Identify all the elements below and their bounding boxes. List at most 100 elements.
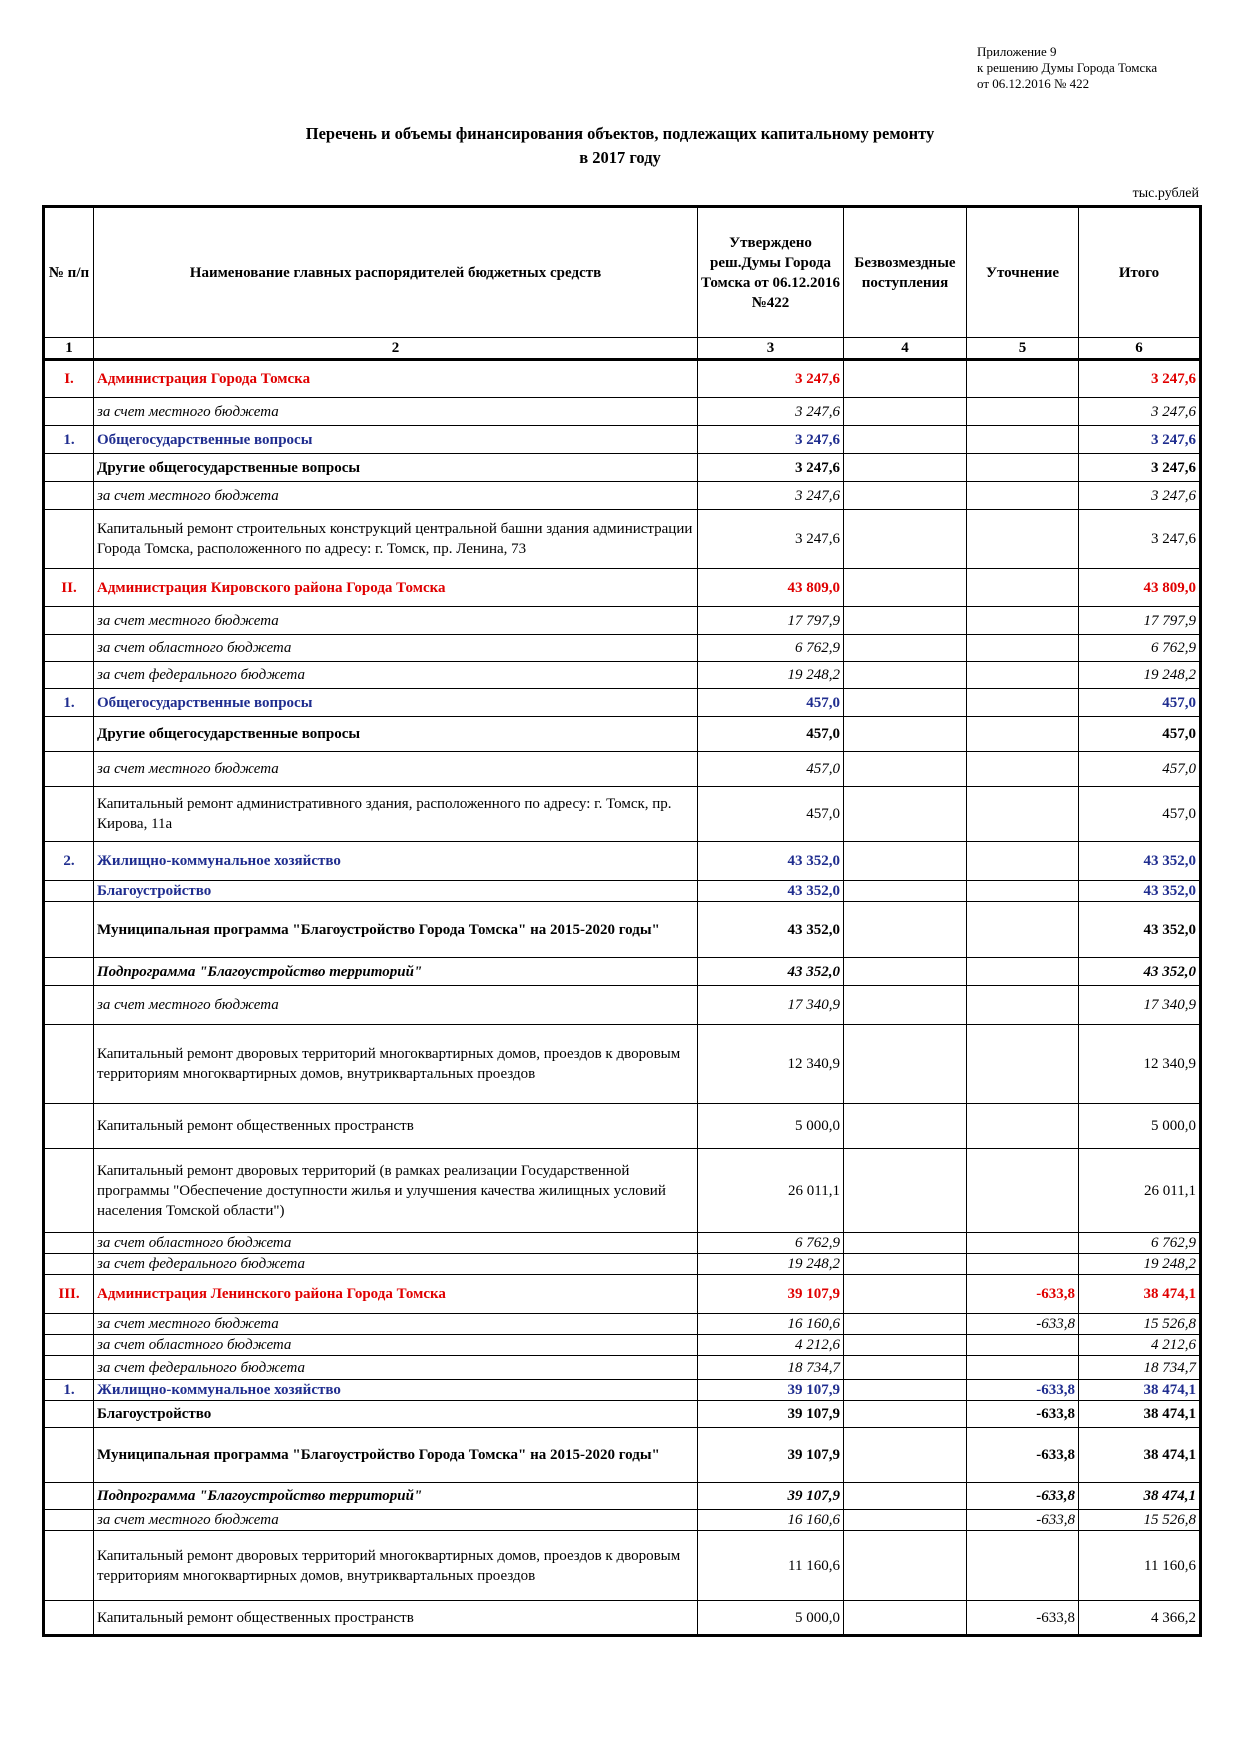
adjustment-value xyxy=(966,425,1079,454)
free-receipts-value xyxy=(843,1274,967,1314)
adjustment-value xyxy=(966,1355,1079,1380)
table-row: за счет областного бюджета 4 212,6 4 212,6 xyxy=(42,1334,1202,1356)
free-receipts-value xyxy=(843,1232,967,1254)
free-receipts-value xyxy=(843,1600,967,1637)
free-receipts-value xyxy=(843,481,967,510)
adjustment-value xyxy=(966,716,1079,752)
free-receipts-value xyxy=(843,1400,967,1428)
free-receipts-value xyxy=(843,359,967,398)
row-number xyxy=(42,634,94,662)
total-value: 6 762,9 xyxy=(1078,1232,1202,1254)
table-row: 1. Жилищно-коммунальное хозяйство 39 107,9… xyxy=(42,1379,1202,1401)
total-value: 17 340,9 xyxy=(1078,985,1202,1025)
row-number xyxy=(42,1103,94,1149)
row-name: за счет федерального бюджета xyxy=(93,661,698,689)
total-value: 19 248,2 xyxy=(1078,661,1202,689)
header-name: Наименование главных распорядителей бюдж… xyxy=(93,205,698,338)
free-receipts-value xyxy=(843,841,967,881)
row-name: Капитальный ремонт дворовых территорий м… xyxy=(93,1024,698,1104)
colnum-cell: 4 xyxy=(843,337,967,361)
table-row: Муниципальная программа "Благоустройство… xyxy=(42,901,1202,958)
table-row: за счет местного бюджета 3 247,6 3 247,6 xyxy=(42,397,1202,426)
row-name: Капитальный ремонт дворовых территорий (… xyxy=(93,1148,698,1233)
approved-value: 17 797,9 xyxy=(697,606,844,635)
approved-value: 4 212,6 xyxy=(697,1334,844,1356)
approved-value: 39 107,9 xyxy=(697,1400,844,1428)
appendix-line: к решению Думы Города Томска xyxy=(977,60,1158,75)
adjustment-value: -633,8 xyxy=(966,1400,1079,1428)
free-receipts-value xyxy=(843,425,967,454)
approved-value: 12 340,9 xyxy=(697,1024,844,1104)
row-name: за счет областного бюджета xyxy=(93,634,698,662)
total-value: 11 160,6 xyxy=(1078,1530,1202,1601)
adjustment-value xyxy=(966,509,1079,569)
total-value: 19 248,2 xyxy=(1078,1253,1202,1275)
row-name: за счет местного бюджета xyxy=(93,606,698,635)
approved-value: 43 352,0 xyxy=(697,880,844,902)
table-row: Капитальный ремонт общественных простран… xyxy=(42,1103,1202,1149)
row-name: Администрация Кировского района Города Т… xyxy=(93,568,698,607)
approved-value: 18 734,7 xyxy=(697,1355,844,1380)
total-value: 4 212,6 xyxy=(1078,1334,1202,1356)
total-value: 38 474,1 xyxy=(1078,1400,1202,1428)
adjustment-value: -633,8 xyxy=(966,1427,1079,1483)
total-value: 38 474,1 xyxy=(1078,1427,1202,1483)
header-approved: Утверждено реш.Думы Города Томска от 06.… xyxy=(697,205,844,338)
total-value: 15 526,8 xyxy=(1078,1313,1202,1335)
approved-value: 26 011,1 xyxy=(697,1148,844,1233)
row-name: Капитальный ремонт общественных простран… xyxy=(93,1600,698,1637)
table-row: за счет местного бюджета 457,0 457,0 xyxy=(42,751,1202,787)
row-name: Администрация Города Томска xyxy=(93,359,698,398)
row-name: Капитальный ремонт общественных простран… xyxy=(93,1103,698,1149)
row-name: за счет местного бюджета xyxy=(93,1313,698,1335)
header-total: Итого xyxy=(1078,205,1202,338)
total-value: 6 762,9 xyxy=(1078,634,1202,662)
total-value: 457,0 xyxy=(1078,688,1202,717)
approved-value: 5 000,0 xyxy=(697,1103,844,1149)
adjustment-value xyxy=(966,751,1079,787)
table-row: 1. Общегосударственные вопросы 3 247,6 3 24… xyxy=(42,425,1202,454)
free-receipts-value xyxy=(843,1482,967,1510)
free-receipts-value xyxy=(843,901,967,958)
row-number xyxy=(42,661,94,689)
total-value: 5 000,0 xyxy=(1078,1103,1202,1149)
approved-value: 3 247,6 xyxy=(697,509,844,569)
table-row: за счет областного бюджета 6 762,9 6 762,9 xyxy=(42,1232,1202,1254)
approved-value: 3 247,6 xyxy=(697,397,844,426)
appendix-line: Приложение 9 xyxy=(977,44,1057,59)
approved-value: 457,0 xyxy=(697,751,844,787)
free-receipts-value xyxy=(843,1355,967,1380)
free-receipts-value xyxy=(843,1148,967,1233)
table-row: Капитальный ремонт строительных конструк… xyxy=(42,509,1202,569)
row-name: Муниципальная программа "Благоустройство… xyxy=(93,1427,698,1483)
row-number xyxy=(42,1600,94,1637)
row-number xyxy=(42,453,94,482)
table-row: I. Администрация Города Томска 3 247,6 3 24… xyxy=(42,359,1202,398)
total-value: 3 247,6 xyxy=(1078,481,1202,510)
approved-value: 39 107,9 xyxy=(697,1427,844,1483)
free-receipts-value xyxy=(843,397,967,426)
approved-value: 3 247,6 xyxy=(697,453,844,482)
row-number: 1. xyxy=(42,425,94,454)
free-receipts-value xyxy=(843,985,967,1025)
financing-table: № п/п Наименование главных распорядителе… xyxy=(42,205,1202,1637)
total-value: 43 352,0 xyxy=(1078,841,1202,881)
table-row: за счет федерального бюджета 18 734,7 18 7… xyxy=(42,1355,1202,1380)
free-receipts-value xyxy=(843,957,967,986)
colnum-cell: 2 xyxy=(93,337,698,361)
row-name: за счет местного бюджета xyxy=(93,1509,698,1531)
table-row: 1. Общегосударственные вопросы 457,0 457,0 xyxy=(42,688,1202,717)
adjustment-value xyxy=(966,661,1079,689)
total-value: 43 352,0 xyxy=(1078,880,1202,902)
title-line: в 2017 году xyxy=(579,148,661,167)
row-name: Жилищно-коммунальное хозяйство xyxy=(93,841,698,881)
colnum-cell: 5 xyxy=(966,337,1079,361)
adjustment-value: -633,8 xyxy=(966,1313,1079,1335)
free-receipts-value xyxy=(843,606,967,635)
row-number xyxy=(42,880,94,902)
total-value: 12 340,9 xyxy=(1078,1024,1202,1104)
row-number xyxy=(42,1400,94,1428)
table-row: 2. Жилищно-коммунальное хозяйство 43 352,0… xyxy=(42,841,1202,881)
adjustment-value xyxy=(966,901,1079,958)
table-body: I. Администрация Города Томска 3 247,6 3 24… xyxy=(42,359,1202,1637)
